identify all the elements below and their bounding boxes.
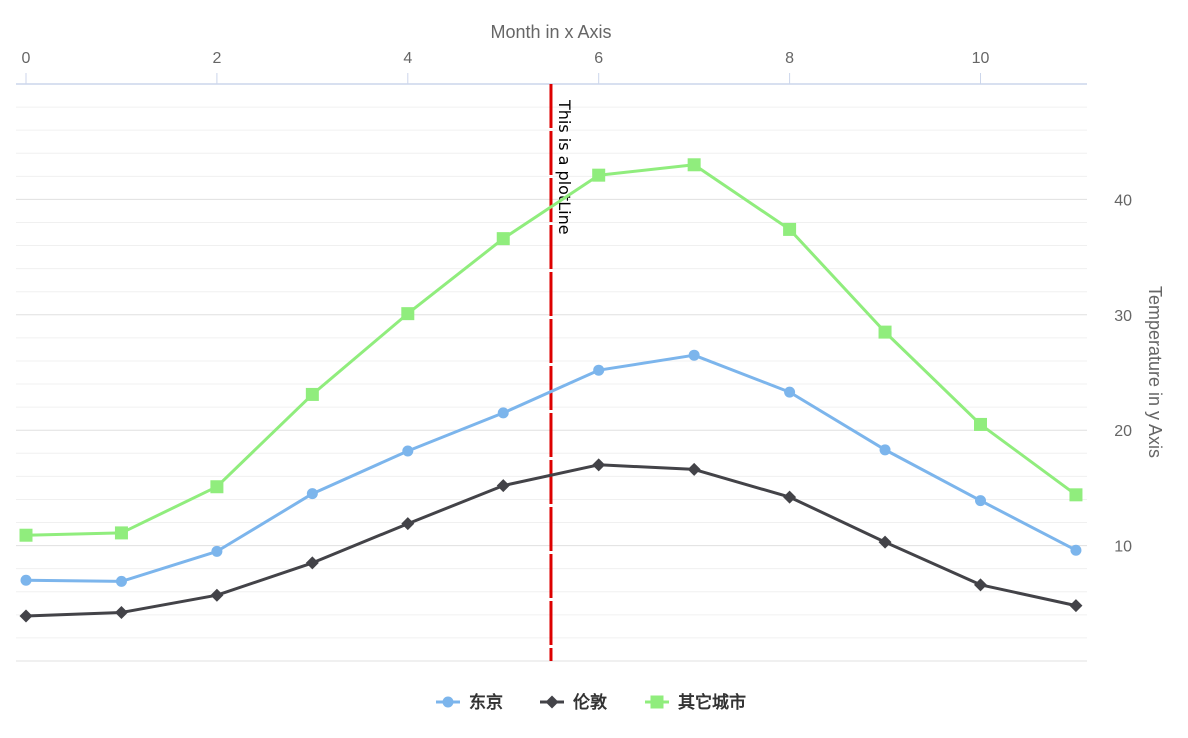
data-point: [19, 609, 33, 623]
data-point: [401, 517, 415, 531]
x-tick-label: 0: [22, 50, 31, 67]
series-line: [25, 353, 1077, 583]
data-point: [975, 495, 986, 507]
legend-marker: [545, 695, 559, 709]
data-point: [497, 407, 509, 419]
legend-marker: [442, 696, 454, 708]
x-axis: Month in x Axis 0 2 4 6 8 10: [16, 22, 1087, 85]
data-point: [114, 526, 128, 540]
x-tick-label: 6: [594, 50, 603, 67]
data-point: [783, 222, 797, 236]
series-line: [25, 163, 1077, 537]
data-point: [879, 444, 891, 456]
data-point: [878, 535, 892, 549]
legend-item-1[interactable]: 东京: [436, 692, 503, 713]
data-point: [402, 445, 414, 457]
y-tick-label: 20: [1114, 423, 1132, 440]
series-3: [19, 158, 1083, 542]
data-point: [592, 458, 606, 472]
data-point: [20, 574, 32, 586]
x-tick-label: 8: [785, 50, 794, 67]
data-point: [974, 578, 987, 592]
data-point: [1069, 488, 1083, 502]
data-point: [783, 490, 797, 504]
data-point: [1069, 599, 1083, 613]
data-point: [19, 528, 33, 542]
x-axis-title: Month in x Axis: [490, 22, 611, 42]
data-point: [496, 479, 510, 493]
y-axis-title: Temperature in y Axis: [1145, 286, 1165, 458]
series-line: [25, 463, 1077, 618]
data-point: [210, 588, 224, 602]
data-point: [593, 364, 605, 376]
legend[interactable]: 东京 伦敦 其它城市: [436, 692, 746, 713]
data-point: [687, 158, 701, 172]
data-point: [306, 488, 318, 500]
x-tick-label: 2: [212, 50, 221, 67]
data-point: [114, 606, 128, 620]
data-point: [401, 307, 415, 321]
data-point: [974, 417, 987, 431]
data-point: [687, 462, 701, 476]
legend-label: 东京: [469, 692, 503, 713]
y-tick-label: 10: [1114, 539, 1132, 556]
data-point: [305, 556, 319, 570]
data-point: [1070, 544, 1082, 556]
series-2: [19, 458, 1083, 623]
data-point: [592, 168, 606, 182]
data-point: [688, 349, 700, 361]
data-point: [784, 386, 796, 398]
legend-label: 其它城市: [678, 692, 746, 713]
plot-line: This is a plotLine: [549, 84, 574, 661]
y-axis: Temperature in y Axis 10 20 30 40: [1114, 192, 1165, 555]
x-tick-label: 4: [403, 50, 412, 67]
data-point: [496, 232, 510, 246]
plot-line-label: This is a plotLine: [555, 99, 574, 235]
y-tick-label: 30: [1114, 308, 1132, 325]
data-point: [115, 575, 127, 587]
legend-marker: [650, 695, 664, 709]
data-point: [305, 387, 319, 401]
series-1: [20, 349, 1082, 587]
data-point: [211, 545, 223, 557]
legend-item-3[interactable]: 其它城市: [645, 692, 746, 713]
series-group: [19, 158, 1083, 623]
legend-item-2[interactable]: 伦敦: [540, 692, 608, 713]
y-tick-label: 40: [1114, 192, 1132, 209]
data-point: [878, 325, 892, 339]
x-tick-label: 10: [972, 50, 990, 67]
legend-label: 伦敦: [573, 692, 608, 713]
data-point: [210, 480, 224, 494]
